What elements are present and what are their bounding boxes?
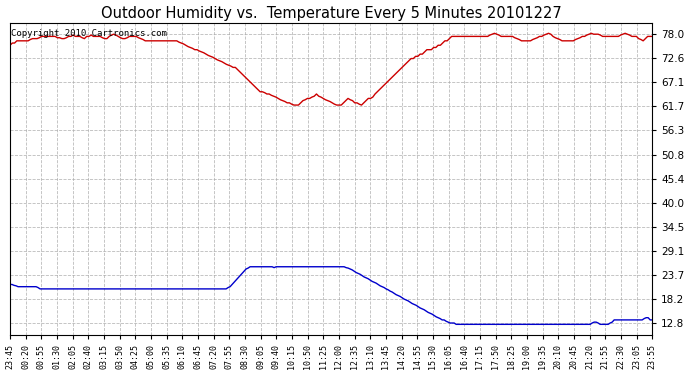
Text: Copyright 2010 Cartronics.com: Copyright 2010 Cartronics.com: [11, 29, 167, 38]
Title: Outdoor Humidity vs.  Temperature Every 5 Minutes 20101227: Outdoor Humidity vs. Temperature Every 5…: [101, 6, 562, 21]
